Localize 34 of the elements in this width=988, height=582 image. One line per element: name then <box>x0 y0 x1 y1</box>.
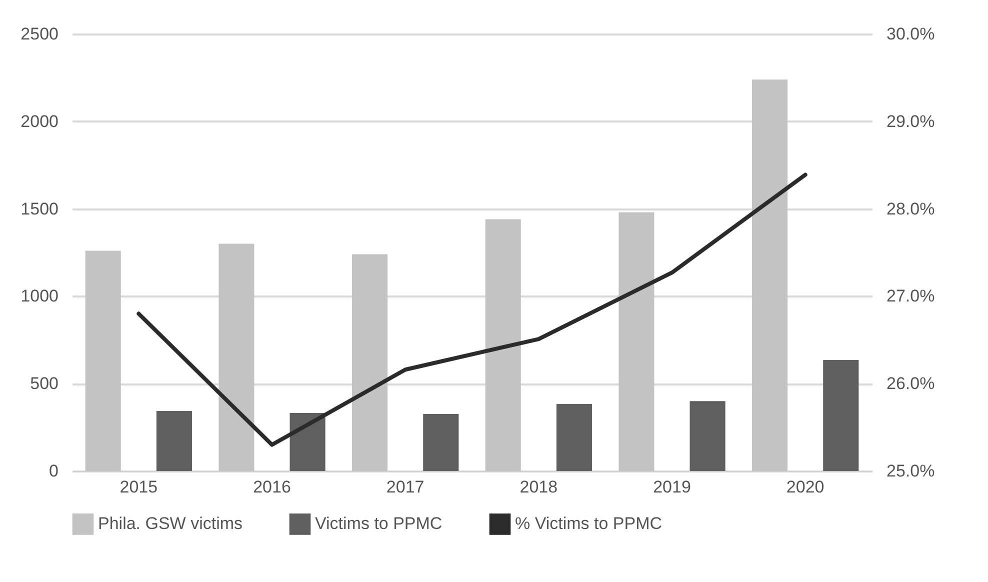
x-tick-label: 2018 <box>520 478 558 496</box>
bar <box>423 414 459 471</box>
y2-tick-label: 28.0% <box>886 199 935 218</box>
bar <box>352 254 388 471</box>
bar <box>218 244 254 471</box>
x-tick-label: 2017 <box>386 478 424 496</box>
y2-tick-label: 25.0% <box>886 462 935 480</box>
y2-tick-label: 27.0% <box>886 286 935 306</box>
bar <box>290 412 326 471</box>
bar <box>156 411 192 471</box>
x-tick-label: 2015 <box>120 478 158 496</box>
y-tick-label: 0 <box>49 462 58 480</box>
bar <box>618 212 654 471</box>
y2-tick-label: 29.0% <box>886 112 935 131</box>
legend-label: % Victims to PPMC <box>515 514 662 534</box>
line-series <box>136 172 808 447</box>
bar <box>752 79 788 471</box>
y-tick-label: 2000 <box>20 112 58 131</box>
bar <box>690 401 726 471</box>
bar <box>85 250 121 471</box>
bar <box>823 360 859 471</box>
y-tick-label: 500 <box>30 374 58 394</box>
y-tick-label: 1000 <box>20 286 58 306</box>
y2-tick-label: 30.0% <box>886 24 935 44</box>
bar <box>485 219 521 471</box>
y-tick-label: 1500 <box>20 199 58 218</box>
y-tick-label: 2500 <box>20 24 58 44</box>
y2-tick-label: 26.0% <box>886 374 935 394</box>
x-tick-label: 2020 <box>786 478 824 496</box>
legend-label: Phila. GSW victims <box>98 514 243 534</box>
x-tick-label: 2016 <box>253 478 291 496</box>
x-tick-label: 2019 <box>653 478 691 496</box>
bar <box>556 404 592 471</box>
legend-label: Victims to PPMC <box>315 514 442 534</box>
